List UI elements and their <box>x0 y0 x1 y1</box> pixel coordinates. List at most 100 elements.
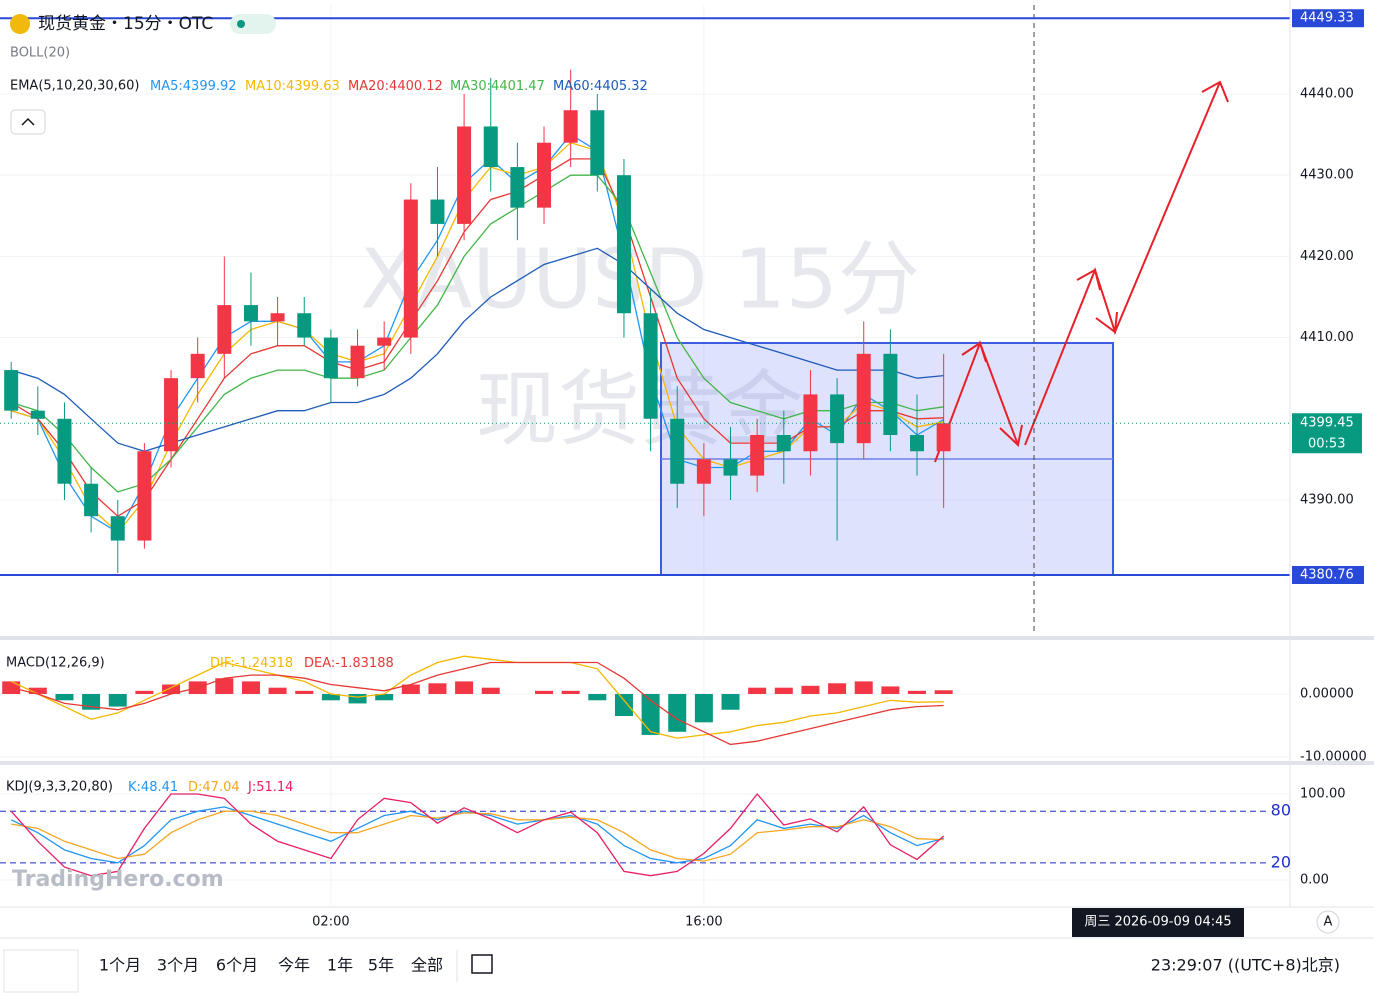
legend-entry: DIF:-1.24318 <box>210 656 293 671</box>
legend-name: D <box>188 780 198 795</box>
candle-body <box>803 394 818 452</box>
histogram-bar <box>268 687 287 694</box>
y-tick-label: 4410.00 <box>1300 330 1354 345</box>
range-button[interactable]: 3个月 <box>157 956 199 975</box>
histogram-bar <box>401 684 420 694</box>
range-button[interactable]: 1个月 <box>99 956 141 975</box>
candle-body <box>57 418 72 484</box>
macd-title: MACD(12,26,9) <box>6 656 105 671</box>
candle-body <box>483 126 498 168</box>
candle-body <box>164 378 179 452</box>
candle-body <box>830 394 845 444</box>
histogram-bar <box>108 693 127 707</box>
indicator-line <box>10 655 944 739</box>
status-dot <box>237 20 245 28</box>
candle-body <box>936 423 951 452</box>
arrowhead <box>1095 311 1118 334</box>
overlay-title: EMA(5,10,20,30,60) <box>10 79 139 94</box>
y-tick-label: 4440.00 <box>1300 86 1354 101</box>
legend-value: 51.14 <box>256 780 293 795</box>
candle-body <box>457 126 472 224</box>
legend-sep: : <box>178 79 182 94</box>
candle-body <box>670 418 685 484</box>
legend-entry: J:51.14 <box>247 780 293 795</box>
legend-entry: MA20:4400.12 <box>348 79 443 94</box>
histogram-bar <box>428 683 447 694</box>
legend-value: -1.83188 <box>335 656 393 671</box>
legend-name: J <box>247 780 252 795</box>
y-tick-label: 0.00 <box>1300 873 1329 888</box>
legend-entry: MA10:4399.63 <box>245 79 340 94</box>
crosshair-time-box <box>1072 908 1244 937</box>
histogram-bar <box>215 678 234 694</box>
scale-button[interactable] <box>1316 910 1340 934</box>
candle-body <box>270 313 285 322</box>
candle-body <box>616 175 631 314</box>
histogram-bar <box>481 687 500 694</box>
legend-value: 4399.92 <box>183 79 237 94</box>
legend-entry: MA30:4401.47 <box>450 79 545 94</box>
y-tick-label: 4430.00 <box>1300 168 1354 183</box>
arrow <box>1024 81 1221 446</box>
legend-name: DIF <box>210 656 231 671</box>
candle-body <box>243 305 258 322</box>
histogram-bar <box>828 683 847 694</box>
histogram-bar <box>694 693 713 723</box>
candle-body <box>563 110 578 143</box>
candle-body <box>110 516 125 541</box>
candle-body <box>403 199 418 338</box>
scale-mode[interactable]: A <box>1324 915 1333 930</box>
histogram-bar <box>854 681 873 694</box>
histogram-bar <box>28 687 47 694</box>
y-tick-label: 100.00 <box>1300 786 1346 801</box>
y-tick-label: -10.00000 <box>1300 749 1367 764</box>
y-tick-label: 4420.00 <box>1300 249 1354 264</box>
candle-body <box>297 313 312 338</box>
legend-value: 4399.63 <box>286 79 340 94</box>
legend-name: MA60 <box>553 79 590 94</box>
indicator-label: BOLL(20) <box>10 46 70 61</box>
histogram-bar <box>55 693 74 701</box>
histogram-bar <box>162 684 181 694</box>
reference-label: 80 <box>1271 801 1291 820</box>
legend-value: 47.04 <box>202 780 239 795</box>
histogram-bar <box>241 681 260 694</box>
legend-sep: : <box>487 79 491 94</box>
pane-separator <box>0 761 1374 765</box>
candle-body <box>750 435 765 476</box>
range-button[interactable]: 1年 <box>327 956 353 975</box>
legend-entry: K:48.41 <box>128 780 178 795</box>
collapse-button[interactable] <box>10 109 46 135</box>
legend-name: MA30 <box>450 79 487 94</box>
compare-icon[interactable] <box>471 954 493 974</box>
arrowhead <box>1076 268 1101 291</box>
price-axis <box>1290 0 1374 907</box>
legend-sep: : <box>331 656 335 671</box>
legend-value: 4405.32 <box>594 79 648 94</box>
last-price-tag <box>1292 413 1362 454</box>
legend-entry: DEA:-1.83188 <box>304 656 394 671</box>
histogram-bar <box>614 693 633 717</box>
reference-label: 20 <box>1271 852 1291 871</box>
range-button[interactable]: 6个月 <box>216 956 258 975</box>
candle-body <box>84 483 99 517</box>
range-button[interactable]: 今年 <box>278 956 310 975</box>
candle-body <box>537 142 552 208</box>
candle-body <box>377 337 392 346</box>
range-button[interactable]: 全部 <box>411 956 443 975</box>
histogram-bar <box>2 681 21 694</box>
brand-logo: TradingHero.com <box>12 867 224 892</box>
x-tick-label: 16:00 <box>685 915 722 930</box>
range-button[interactable]: 5年 <box>368 956 394 975</box>
histogram-bar <box>348 693 367 704</box>
histogram-bar <box>721 693 740 710</box>
level-label: 4449.33 <box>1300 11 1354 26</box>
x-tick-label: 02:00 <box>312 915 349 930</box>
legend-name: MA20 <box>348 79 385 94</box>
candle-body <box>856 353 871 444</box>
drawing-tool[interactable] <box>3 949 79 993</box>
